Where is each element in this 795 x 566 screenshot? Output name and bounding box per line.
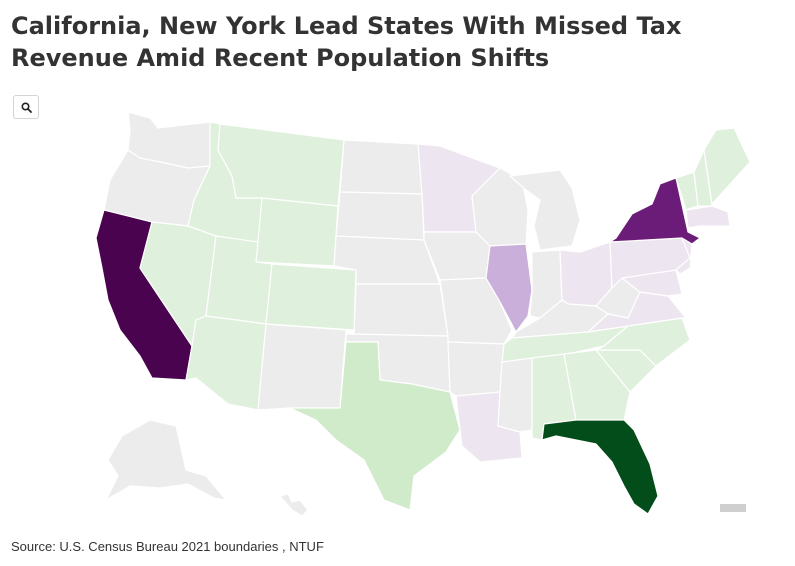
state-kansas[interactable]	[353, 283, 449, 337]
source-note: Source: U.S. Census Bureau 2021 boundari…	[11, 539, 324, 554]
state-north-dakota[interactable]	[339, 139, 423, 195]
state-maine[interactable]	[703, 127, 751, 205]
state-michigan[interactable]	[509, 169, 581, 251]
state-texas[interactable]	[289, 341, 461, 511]
state-alaska[interactable]	[105, 419, 227, 501]
chart-title: California, New York Lead States With Mi…	[11, 10, 781, 74]
state-wisconsin[interactable]	[471, 167, 529, 247]
us-states-map	[95, 111, 751, 517]
state-arizona[interactable]	[185, 315, 267, 411]
search-button[interactable]	[13, 95, 39, 119]
state-georgia[interactable]	[563, 349, 631, 421]
state-new-york[interactable]	[609, 177, 701, 245]
state-arkansas[interactable]	[447, 341, 505, 397]
magnifier-icon	[20, 101, 32, 113]
state-florida[interactable]	[541, 419, 659, 515]
state-hawaii[interactable]	[279, 493, 309, 517]
state-virginia[interactable]	[587, 291, 687, 333]
state-massachusetts[interactable]	[685, 205, 731, 229]
chart-title-line-1: California, New York Lead States With Mi…	[11, 12, 682, 40]
chart-title-line-2: Revenue Amid Recent Population Shifts	[11, 44, 550, 72]
state-colorado[interactable]	[265, 263, 357, 331]
state-mississippi[interactable]	[497, 357, 533, 433]
state-south-dakota[interactable]	[335, 191, 425, 241]
state-wyoming[interactable]	[255, 197, 339, 267]
state-new-mexico[interactable]	[257, 323, 347, 411]
inset-placeholder	[720, 504, 746, 512]
state-montana[interactable]	[217, 123, 345, 207]
state-illinois[interactable]	[485, 243, 533, 333]
